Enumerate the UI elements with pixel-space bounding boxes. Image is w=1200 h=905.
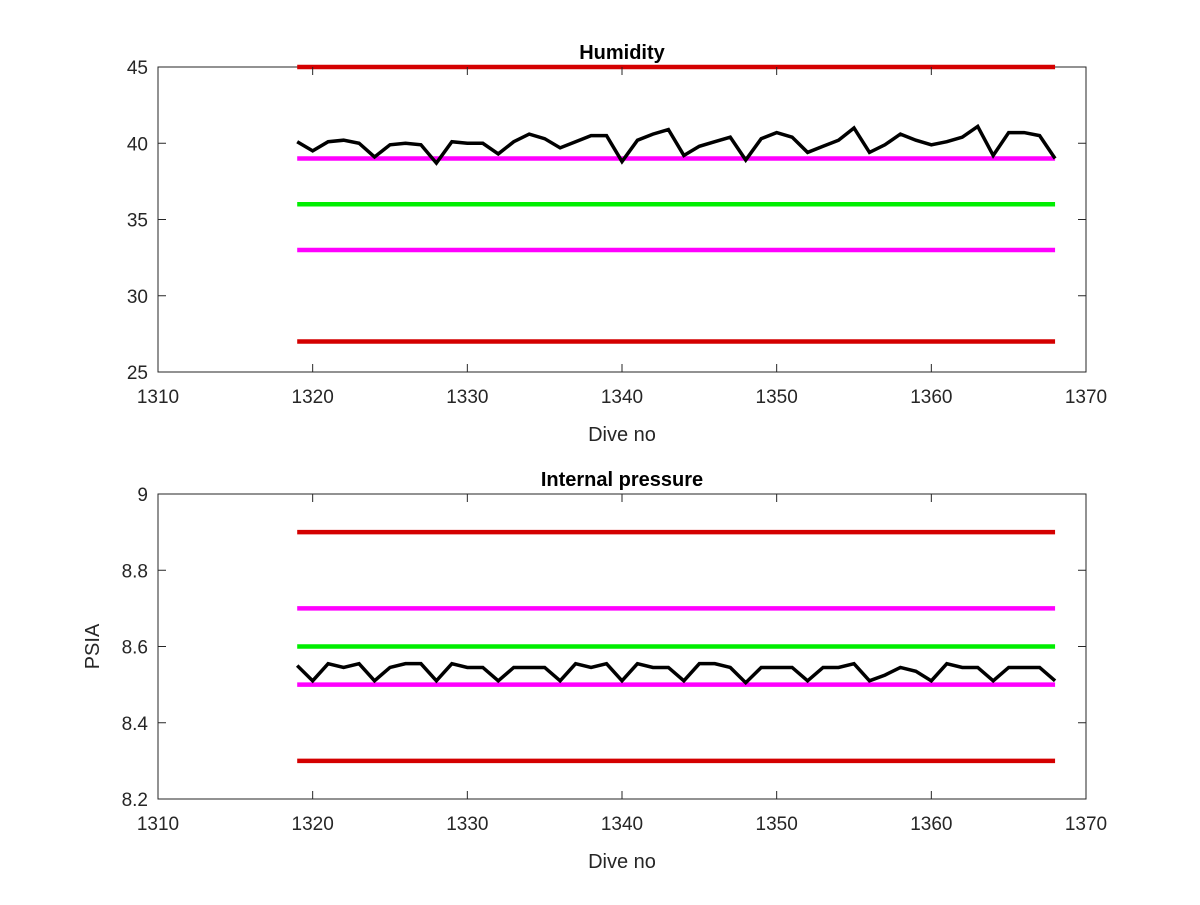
x-tick-label: 1370 xyxy=(1065,814,1107,835)
chart-title: Humidity xyxy=(579,42,665,64)
x-tick-label: 1310 xyxy=(137,814,179,835)
axes-frame xyxy=(157,66,1087,373)
x-tick-label: 1320 xyxy=(292,387,334,408)
x-tick-label: 1310 xyxy=(137,387,179,408)
y-tick-label: 45 xyxy=(127,58,148,79)
x-tick-label: 1330 xyxy=(446,387,488,408)
x-tick-label: 1360 xyxy=(910,814,952,835)
x-tick-label: 1370 xyxy=(1065,387,1107,408)
data-series-1 xyxy=(296,123,1057,166)
x-tick-label: 1360 xyxy=(910,387,952,408)
y-tick-label: 8.6 xyxy=(122,638,148,659)
x-tick-label: 1330 xyxy=(446,814,488,835)
x-axis-label: Dive no xyxy=(588,424,656,446)
subplot-2: 1310 1320 1330 1340 1350 1360 1370 8.2 8.4 8.6 8.8… xyxy=(82,469,1107,873)
x-tick-label: 1340 xyxy=(601,387,643,408)
x-axis-label: Dive no xyxy=(588,851,656,873)
y-tick-label: 40 xyxy=(127,134,148,155)
y-tick-label: 8.2 xyxy=(122,790,148,811)
data-series-1 xyxy=(295,661,1057,686)
y-tick-label: 8.8 xyxy=(122,561,148,582)
y-tick-label: 35 xyxy=(127,211,148,232)
y-tick-label: 9 xyxy=(137,485,148,506)
y-axis-label: PSIA xyxy=(82,623,104,669)
x-tick-label: 1350 xyxy=(756,814,798,835)
y-tick-label: 30 xyxy=(127,287,148,308)
x-tick-label: 1320 xyxy=(292,814,334,835)
y-tick-label: 8.4 xyxy=(122,714,149,735)
y-tick-label: 25 xyxy=(127,363,148,384)
x-tick-label: 1350 xyxy=(756,387,798,408)
x-tick-label: 1340 xyxy=(601,814,643,835)
chart-title: Internal pressure xyxy=(541,469,703,491)
subplot-1: 1310 1320 1330 1340 1350 1360 1370 25 30 35 40 45 Hu… xyxy=(127,42,1107,446)
